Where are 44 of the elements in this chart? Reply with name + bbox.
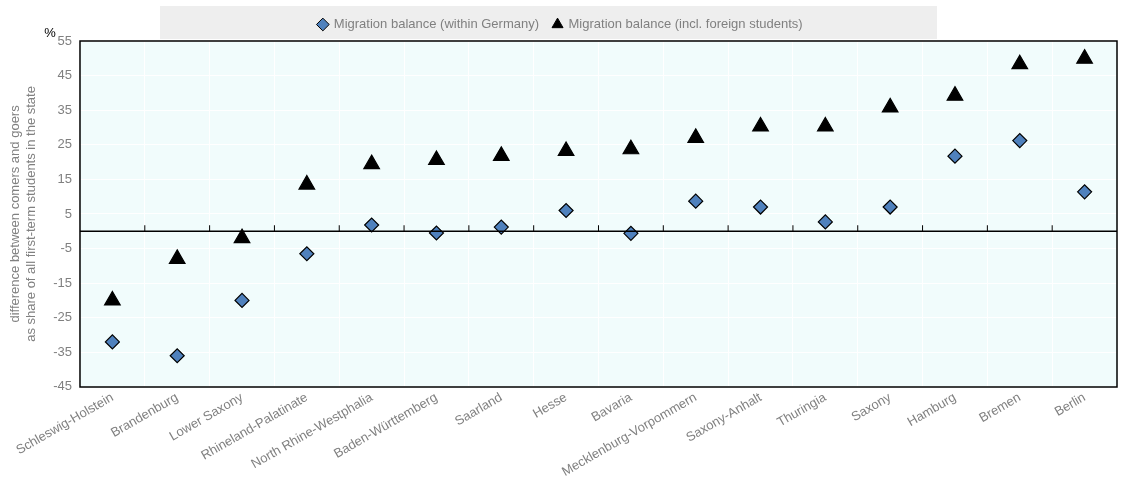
y-tick-label: -5 (60, 240, 72, 256)
point (169, 348, 185, 364)
point (946, 86, 964, 101)
y-tick-label: 15 (57, 170, 72, 186)
y-tick-label: -45 (53, 378, 72, 394)
y-tick-label: 35 (57, 101, 72, 117)
point (168, 249, 186, 265)
point (687, 128, 705, 143)
point (947, 148, 963, 164)
point (752, 199, 769, 215)
point (882, 199, 898, 215)
point (234, 292, 250, 309)
point (104, 334, 120, 350)
text: % (44, 24, 57, 40)
point (428, 150, 445, 166)
y-tick-label: 45 (57, 67, 72, 83)
point (816, 116, 834, 132)
y-tick-label: -15 (53, 274, 72, 290)
point (233, 228, 251, 244)
point (364, 217, 380, 233)
y-tick-label: 5 (64, 205, 72, 221)
x-tick-label: Berlin (1051, 389, 1088, 419)
point (622, 139, 640, 155)
y-tick-label: 25 (57, 136, 72, 152)
point (688, 193, 704, 209)
point (1011, 54, 1029, 70)
point (1076, 184, 1093, 200)
point (363, 154, 381, 170)
y-axis-title: difference between comers and goers as share of all first-term students in the state (7, 86, 38, 342)
point (492, 146, 510, 161)
y-tick-label: 55 (57, 32, 72, 48)
point (881, 97, 899, 113)
point (558, 202, 574, 219)
point (299, 246, 315, 262)
legend-label: Migration balance (within Germany) (333, 16, 540, 32)
point (817, 214, 833, 230)
point (493, 219, 509, 235)
point (1076, 49, 1093, 64)
point (298, 174, 316, 190)
point (752, 116, 769, 132)
point (557, 141, 575, 157)
legend-label: Migration balance (incl. foreign students) (568, 16, 803, 32)
y-tick-label: -35 (53, 343, 72, 359)
y-tick-label: -25 (53, 309, 72, 325)
